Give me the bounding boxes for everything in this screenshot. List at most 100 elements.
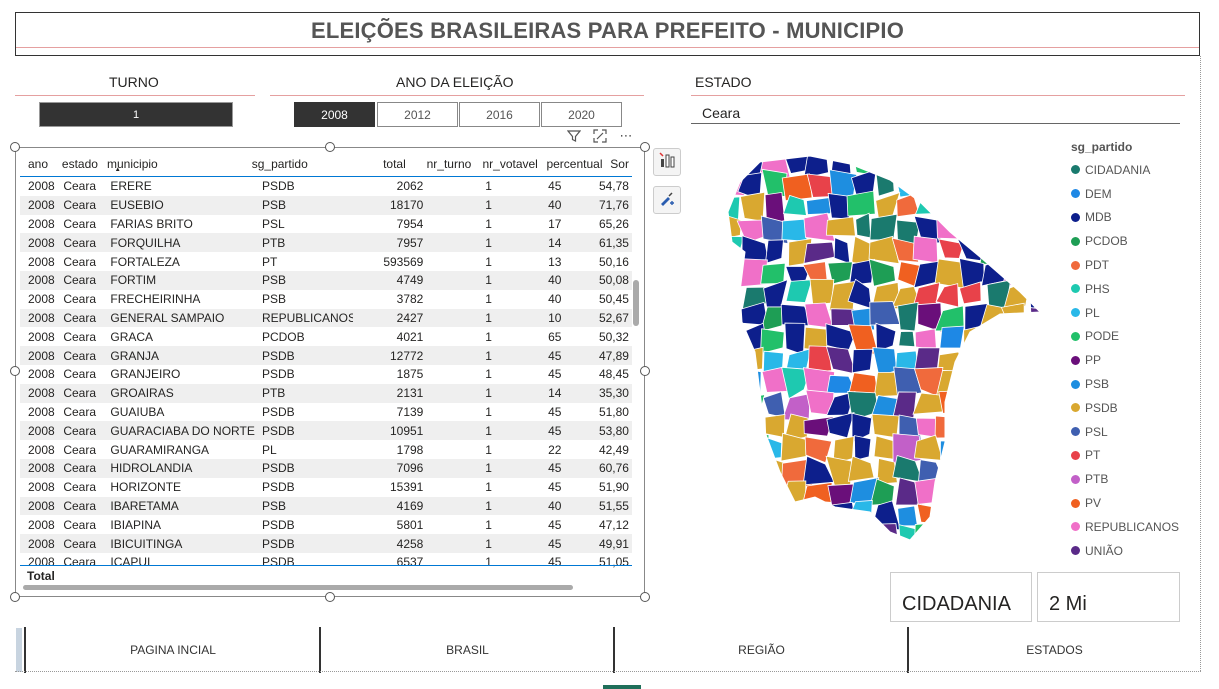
municipality-region[interactable]: [855, 212, 872, 239]
table-row[interactable]: 2008 Ceara IBICUITINGA PSDB 4258 1 45 49,91: [20, 534, 632, 553]
municipality-region[interactable]: [891, 237, 919, 263]
municipality-region[interactable]: [720, 462, 743, 480]
municipality-region[interactable]: [897, 301, 919, 332]
municipality-region[interactable]: [1002, 521, 1031, 543]
municipality-region[interactable]: [784, 322, 806, 356]
municipality-region[interactable]: [868, 235, 900, 265]
table-row[interactable]: 2008 Ceara GROAIRAS PTB 2131 1 14 35,30: [20, 383, 632, 403]
municipality-region[interactable]: [913, 170, 945, 198]
nav-button-pagina-inicial[interactable]: PAGINA INCIAL: [24, 627, 320, 673]
municipality-region[interactable]: [963, 434, 988, 461]
municipality-region[interactable]: [934, 415, 966, 439]
table-row[interactable]: 2008 Ceara GRACA PCDOB 4021 1 65 50,32: [20, 327, 632, 346]
municipality-region[interactable]: [762, 391, 786, 419]
municipality-region[interactable]: [893, 155, 923, 179]
municipality-region[interactable]: [764, 239, 784, 265]
municipality-region[interactable]: [720, 371, 742, 390]
col-header-sor[interactable]: Sor: [610, 157, 629, 171]
municipality-region[interactable]: [720, 411, 746, 439]
municipality-region[interactable]: [1000, 326, 1032, 356]
municipality-region[interactable]: [1002, 498, 1030, 531]
municipality-region[interactable]: [781, 173, 813, 202]
municipality-region[interactable]: [914, 477, 946, 505]
municipality-region[interactable]: [1029, 322, 1050, 351]
nav-button-brasil[interactable]: BRASIL: [319, 627, 614, 673]
municipality-region[interactable]: [983, 195, 1011, 221]
municipality-region[interactable]: [958, 501, 988, 528]
legend-item[interactable]: PSL: [1071, 420, 1179, 444]
municipality-region[interactable]: [780, 502, 812, 530]
table-row[interactable]: 2008 Ceara EUSEBIO PSB 18170 1 40 71,76: [20, 195, 632, 215]
col-header-estado[interactable]: estado: [61, 157, 98, 171]
municipality-region[interactable]: [912, 392, 944, 415]
col-header-ano[interactable]: ano: [28, 157, 49, 171]
municipality-region[interactable]: [827, 501, 857, 532]
municipality-region[interactable]: [938, 390, 967, 414]
municipality-region[interactable]: [736, 412, 767, 440]
municipality-region[interactable]: [849, 258, 875, 286]
col-header-percentual[interactable]: percentual: [546, 157, 603, 171]
municipality-region[interactable]: [720, 505, 748, 529]
municipality-region[interactable]: [720, 308, 741, 333]
municipality-region[interactable]: [760, 505, 787, 528]
municipality-region[interactable]: [1008, 240, 1034, 260]
municipality-region[interactable]: [1000, 302, 1025, 330]
estado-dropdown[interactable]: Ceara: [702, 105, 741, 121]
municipality-region[interactable]: [785, 279, 813, 303]
municipality-region[interactable]: [979, 415, 1012, 435]
municipality-region[interactable]: [978, 477, 1011, 507]
municipality-region[interactable]: [1005, 218, 1034, 240]
municipality-region[interactable]: [850, 152, 877, 176]
municipality-region[interactable]: [981, 389, 1007, 420]
col-header-municipio[interactable]: municipio▲: [104, 157, 249, 171]
municipality-region[interactable]: [851, 307, 876, 331]
municipality-region[interactable]: [1001, 344, 1029, 375]
table-row[interactable]: 2008 Ceara FORTALEZA PT 593569 1 13 50,16: [20, 252, 632, 271]
ceara-map[interactable]: [720, 152, 1050, 544]
municipality-region[interactable]: [720, 323, 745, 354]
municipality-region[interactable]: [963, 389, 985, 418]
municipality-region[interactable]: [1023, 237, 1050, 261]
municipality-region[interactable]: [851, 412, 873, 444]
municipality-region[interactable]: [868, 258, 896, 287]
municipality-region[interactable]: [806, 196, 834, 215]
municipality-region[interactable]: [869, 213, 898, 241]
municipality-region[interactable]: [1003, 195, 1033, 218]
municipality-region[interactable]: [978, 345, 1012, 373]
legend-item[interactable]: PT: [1071, 444, 1179, 468]
municipality-region[interactable]: [959, 410, 988, 436]
municipality-region[interactable]: [982, 521, 1009, 544]
municipality-region[interactable]: [939, 325, 965, 349]
legend-item[interactable]: REPUBLICANOS: [1071, 515, 1179, 539]
municipality-region[interactable]: [720, 527, 745, 544]
col-header-nr-turno[interactable]: nr_turno: [426, 157, 472, 171]
municipality-region[interactable]: [961, 477, 987, 510]
filter-icon[interactable]: [566, 128, 582, 144]
municipality-region[interactable]: [1001, 438, 1031, 460]
municipality-region[interactable]: [1027, 479, 1048, 507]
municipality-region[interactable]: [914, 522, 942, 544]
municipality-region[interactable]: [978, 461, 1009, 487]
table-row[interactable]: 2008 Ceara GRANJEIRO PSDB 1875 1 45 48,45: [20, 365, 632, 384]
municipality-region[interactable]: [832, 523, 851, 544]
municipality-region[interactable]: [1004, 395, 1026, 421]
municipality-region[interactable]: [898, 330, 916, 348]
legend-item[interactable]: UNIÃO: [1071, 539, 1179, 563]
legend-item[interactable]: DEM: [1071, 182, 1179, 206]
municipality-region[interactable]: [893, 366, 923, 398]
year-button-2016[interactable]: 2016: [459, 102, 540, 127]
municipality-region[interactable]: [1022, 440, 1050, 464]
analytics-button[interactable]: [653, 186, 681, 214]
table-horizontal-scrollbar[interactable]: [23, 585, 573, 590]
municipality-region[interactable]: [1026, 260, 1050, 289]
legend-item[interactable]: PV: [1071, 491, 1179, 515]
municipality-region[interactable]: [985, 218, 1010, 244]
year-button-2020[interactable]: 2020: [541, 102, 622, 127]
municipality-region[interactable]: [737, 485, 766, 505]
municipality-region[interactable]: [979, 498, 1009, 531]
table-vertical-scrollbar[interactable]: [633, 280, 639, 326]
municipality-region[interactable]: [1030, 197, 1047, 219]
municipality-region[interactable]: [1001, 410, 1031, 444]
municipality-region[interactable]: [782, 194, 807, 216]
municipality-region[interactable]: [739, 502, 766, 527]
